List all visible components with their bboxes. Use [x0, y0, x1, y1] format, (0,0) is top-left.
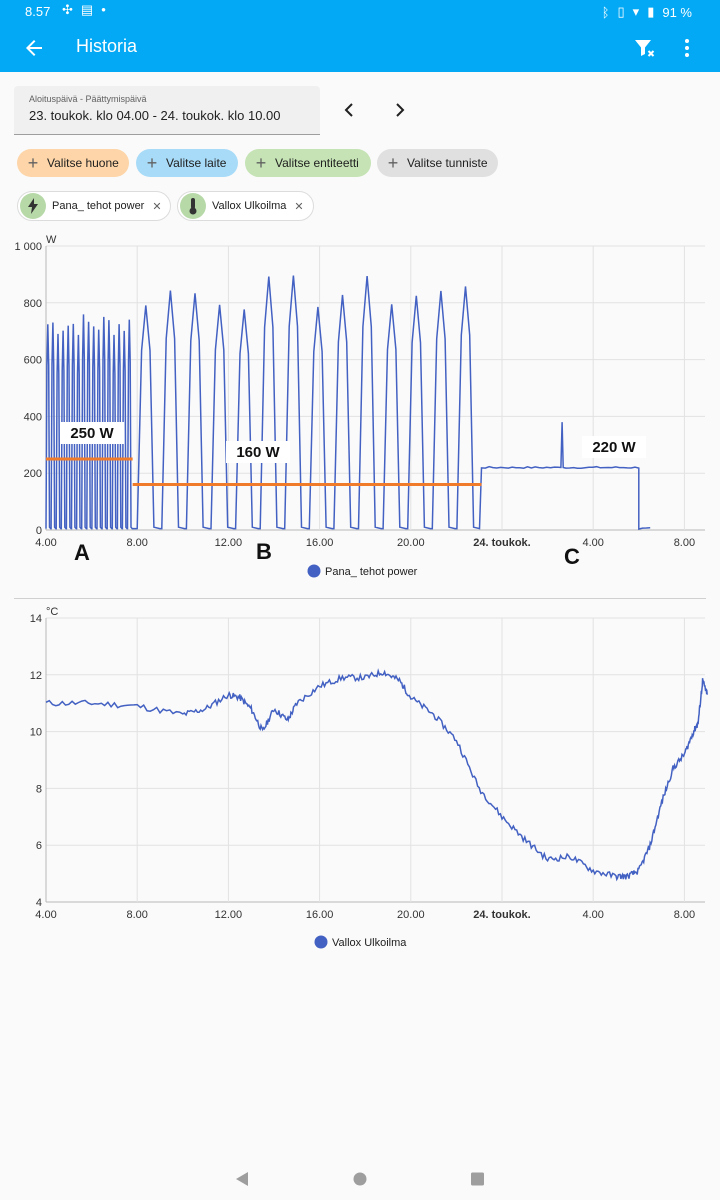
section-label: B [256, 539, 272, 564]
selected-entity-chip[interactable]: Pana_ tehot power ✕ [17, 191, 171, 221]
x-tick-label: 16.00 [306, 537, 334, 549]
date-range-field[interactable]: Aloituspäivä - Päättymispäivä 23. toukok… [14, 86, 320, 135]
nav-back-icon [236, 1172, 248, 1186]
annotation-label: 250 W [70, 425, 114, 442]
y-tick-label: 600 [24, 355, 42, 367]
y-tick-label: 8 [36, 783, 42, 795]
chart-legend[interactable]: Vallox Ulkoilma [314, 935, 408, 950]
annotation-label-bg [582, 436, 646, 458]
annotation-label-bg [226, 441, 290, 463]
filter-clear-icon[interactable] [633, 36, 657, 60]
news-icon: ▤ [80, 2, 94, 17]
status-time: 8.57 [25, 4, 51, 19]
flash-icon [20, 193, 46, 219]
more-vert-icon[interactable] [677, 36, 697, 60]
chart-legend[interactable]: Pana_ tehot power [307, 564, 418, 579]
wifi-icon: ▾ [632, 4, 640, 19]
remove-chip-icon[interactable]: ✕ [152, 200, 162, 213]
y-tick-label: 0 [36, 525, 42, 537]
nav-recents-icon [471, 1172, 484, 1186]
system-navigation-bar [236, 1172, 484, 1186]
legend-label: Pana_ tehot power [325, 566, 418, 578]
previous-period-button[interactable] [337, 98, 361, 122]
selected-entity-chip[interactable]: Vallox Ulkoilma ✕ [177, 191, 314, 221]
y-unit-label: W [46, 234, 57, 246]
nav-home-icon [353, 1172, 367, 1186]
thermometer-icon [180, 193, 206, 219]
next-period-button[interactable] [388, 98, 412, 122]
y-tick-label: 200 [24, 468, 42, 480]
y-tick-label: 4 [36, 897, 42, 909]
x-tick-label: 24. toukok. [473, 909, 530, 921]
x-tick-label: 12.00 [215, 537, 243, 549]
legend-label: Vallox Ulkoilma [332, 937, 407, 949]
chip-label: Valitse huone [47, 156, 119, 170]
x-tick-label: 20.00 [397, 537, 425, 549]
date-range-label: Aloituspäivä - Päättymispäivä [29, 94, 147, 104]
plus-icon: + [146, 152, 158, 173]
y-unit-label: °C [46, 606, 58, 618]
x-tick-label: 4.00 [582, 909, 603, 921]
vibrate-icon: ▯ [617, 4, 625, 19]
x-tick-label: 8.00 [126, 909, 147, 921]
y-tick-label: 12 [30, 670, 42, 682]
chip-label: Pana_ tehot power [52, 200, 145, 212]
battery-percent: 91 % [662, 4, 692, 20]
chip-label: Vallox Ulkoilma [212, 200, 287, 212]
power-chart: 0 200 400 600 800 1 000 4.00 8.00 12.00 16.00 20.0… [14, 234, 705, 579]
x-tick-label: 24. toukok. [473, 537, 530, 549]
temperature-chart: 4 6 8 10 12 14 4.00 8.00 12.00 16.00 20.00 24. touk… [30, 606, 708, 950]
bluetooth-icon: ᛒ [601, 4, 610, 20]
annotation-label-bg [60, 422, 124, 444]
annotation-label: 160 W [236, 444, 280, 461]
section-label: A [74, 540, 90, 565]
date-range-value: 23. toukok. klo 04.00 - 24. toukok. klo … [29, 108, 281, 123]
app-bar: Historia [0, 24, 720, 72]
x-tick-label: 4.00 [582, 537, 603, 549]
remove-chip-icon[interactable]: ✕ [294, 200, 304, 213]
status-notification-icons: ✣ ▤ • [62, 2, 106, 18]
annotation-label: 220 W [592, 439, 636, 456]
x-tick-label: 12.00 [215, 909, 243, 921]
x-tick-label: 8.00 [674, 537, 695, 549]
x-tick-label: 4.00 [35, 537, 56, 549]
x-tick-label: 8.00 [126, 537, 147, 549]
y-tick-label: 10 [30, 727, 42, 739]
legend-swatch [314, 935, 328, 949]
series-line-temperature [45, 668, 708, 882]
x-tick-label: 4.00 [35, 909, 56, 921]
chip-label: Valitse tunniste [407, 156, 488, 170]
section-label: C [564, 544, 580, 569]
series-line-power [45, 275, 651, 530]
y-tick-label: 400 [24, 411, 42, 423]
legend-swatch [307, 564, 321, 578]
page-title: Historia [76, 36, 138, 56]
x-tick-label: 8.00 [674, 909, 695, 921]
choose-device-chip[interactable]: + Valitse laite [136, 149, 238, 177]
chart-divider [14, 598, 706, 599]
status-right: ᛒ ▯ ▾ ▮ 91 % [602, 4, 692, 20]
battery-icon: ▮ [647, 4, 655, 19]
y-tick-label: 1 000 [14, 241, 42, 253]
y-tick-label: 800 [24, 298, 42, 310]
choose-area-chip[interactable]: + Valitse huone [17, 149, 129, 177]
plus-icon: + [387, 152, 399, 173]
chip-label: Valitse laite [166, 156, 227, 170]
plus-icon: + [27, 152, 39, 173]
status-bar: 8.57 ✣ ▤ • ᛒ ▯ ▾ ▮ 91 % [0, 0, 720, 24]
y-tick-label: 6 [36, 840, 42, 852]
choose-entity-chip[interactable]: + Valitse entiteetti [245, 149, 371, 177]
back-arrow-icon[interactable] [22, 36, 46, 60]
x-tick-label: 16.00 [306, 909, 334, 921]
plus-icon: + [255, 152, 267, 173]
y-tick-label: 14 [30, 613, 42, 625]
fan-icon: ✣ [62, 2, 73, 17]
choose-label-chip[interactable]: + Valitse tunniste [377, 149, 498, 177]
chip-label: Valitse entiteetti [275, 156, 359, 170]
x-tick-label: 20.00 [397, 909, 425, 921]
dot-icon: • [101, 2, 106, 17]
